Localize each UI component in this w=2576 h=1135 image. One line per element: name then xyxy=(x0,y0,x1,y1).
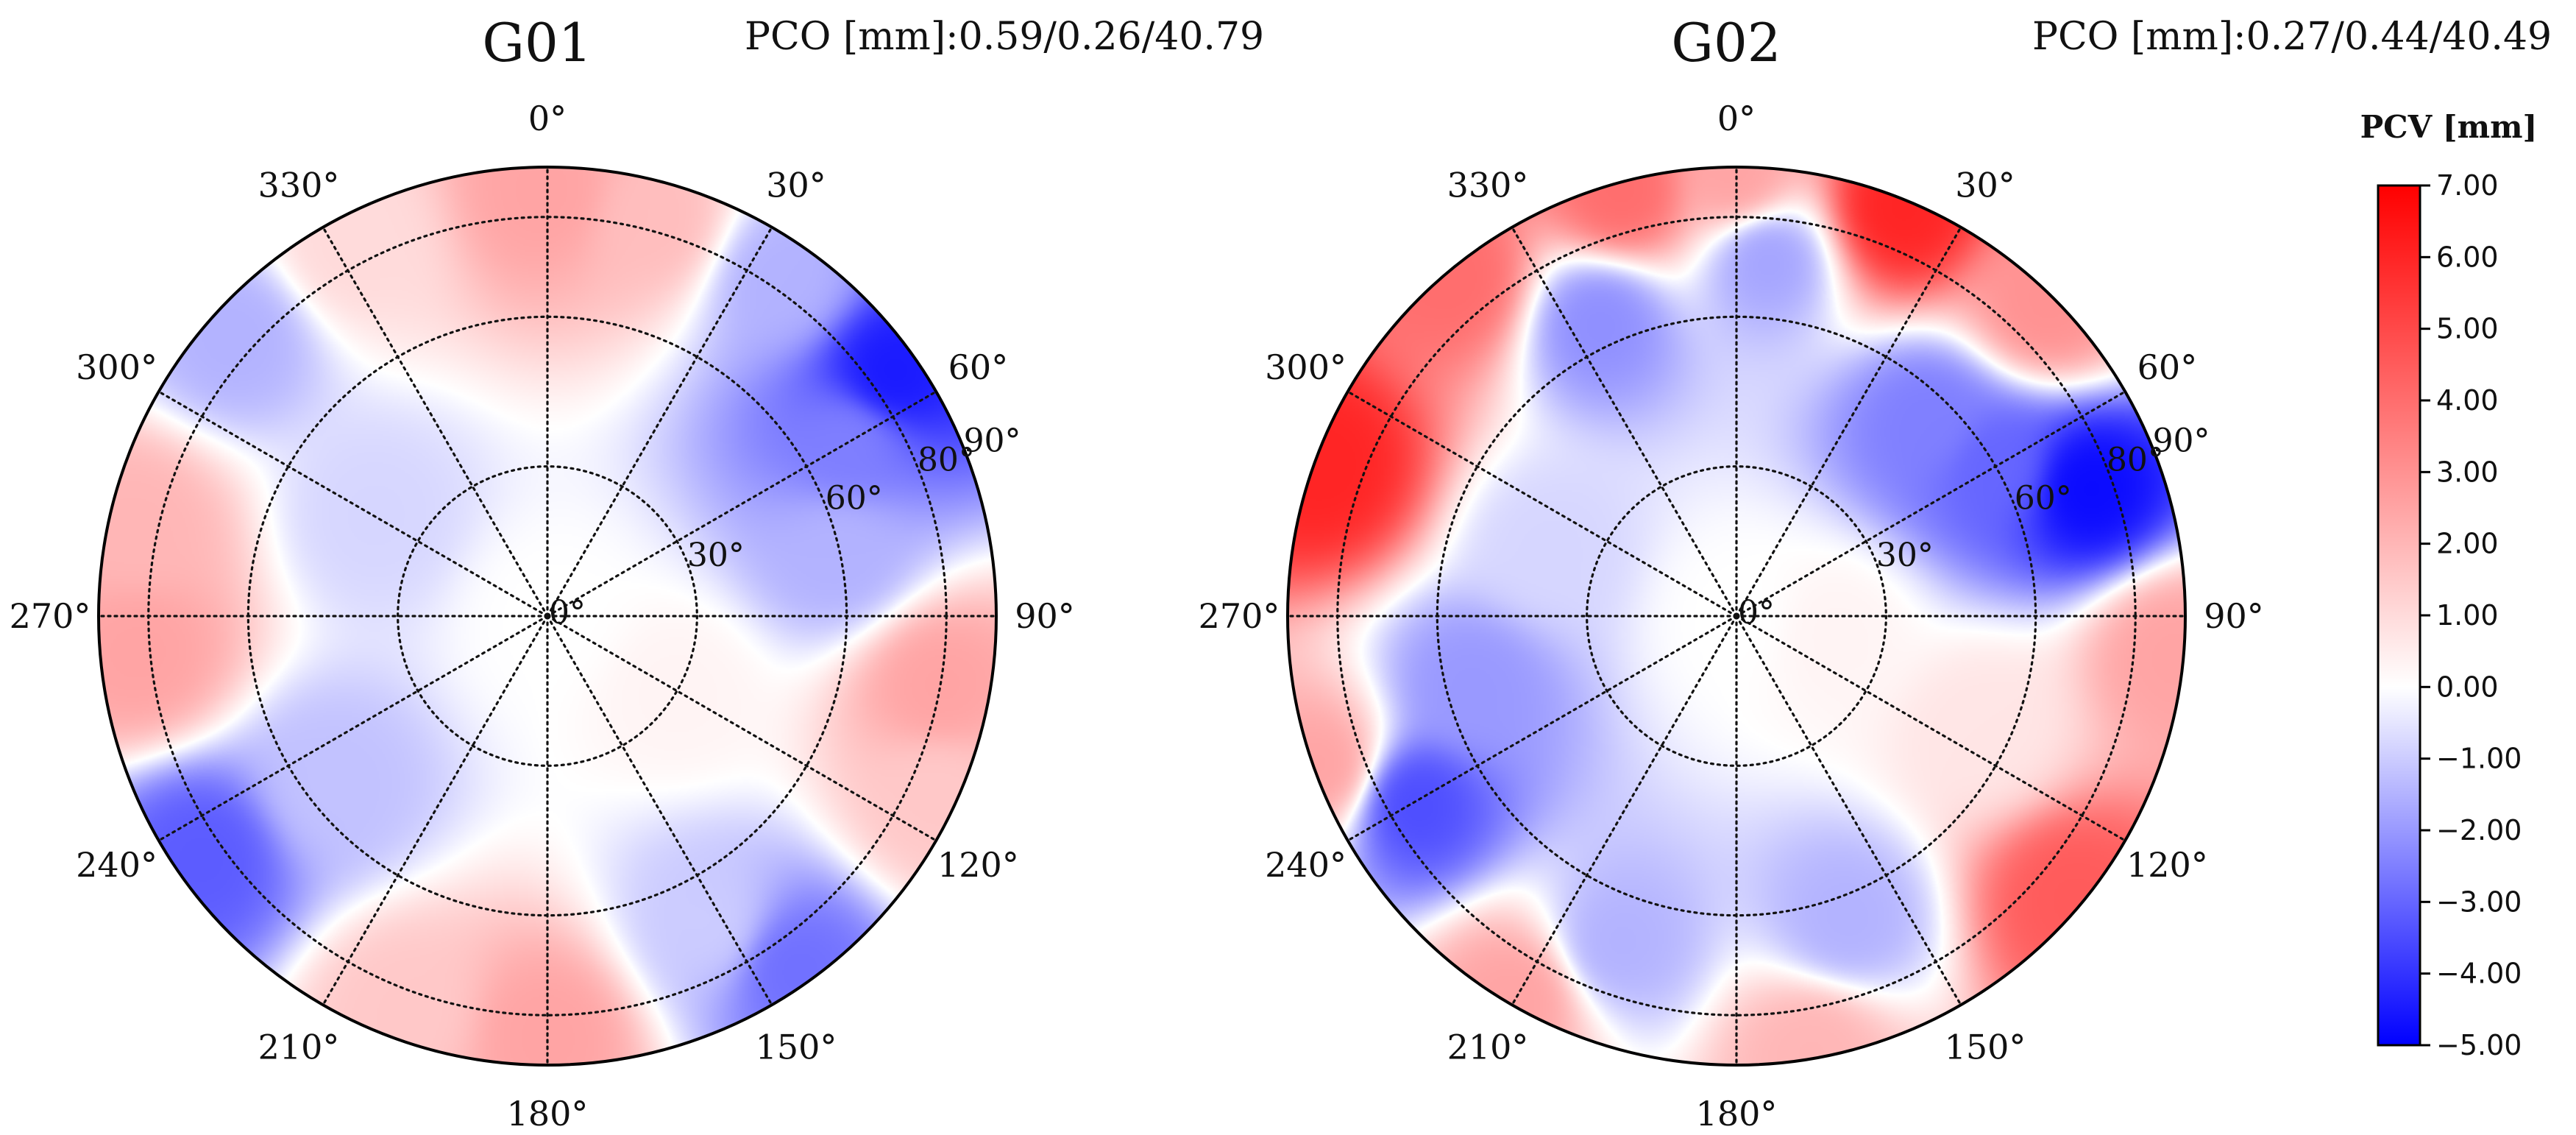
azimuth-label: 270° xyxy=(10,596,91,636)
colorbar-tick-label: 4.00 xyxy=(2436,384,2499,417)
azimuth-spoke xyxy=(1735,615,2126,842)
nadir-label: 60° xyxy=(2015,479,2072,517)
azimuth-spoke xyxy=(546,226,773,618)
azimuth-spoke xyxy=(1735,390,2126,618)
azimuth-spoke xyxy=(546,615,937,842)
colorbar-tick-label: −4.00 xyxy=(2436,958,2522,990)
azimuth-label: 0° xyxy=(528,99,567,138)
colorbar-tick-label: −5.00 xyxy=(2436,1029,2522,1061)
azimuth-spoke xyxy=(1735,226,1962,618)
nadir-label: 80° xyxy=(2107,442,2164,479)
azimuth-label: 90° xyxy=(2204,596,2264,636)
azimuth-labels: 0° 30° 60° 90° 120° 150° 180° 210° 240° 270° 300° 3… xyxy=(10,99,1075,1134)
azimuth-label: 330° xyxy=(1447,166,1529,205)
colorbar-bar xyxy=(2377,184,2421,1047)
azimuth-spoke xyxy=(1346,615,1738,842)
azimuth-label: 0° xyxy=(1717,99,1756,138)
plot-title: G01 xyxy=(482,12,592,74)
azimuth-label: 60° xyxy=(2137,347,2198,387)
polar-grid xyxy=(1286,166,2187,1067)
nadir-label: 30° xyxy=(687,537,745,574)
azimuth-label: 120° xyxy=(2126,845,2208,885)
colorbar-tick-label: 6.00 xyxy=(2436,241,2499,273)
azimuth-label: 180° xyxy=(1696,1094,1778,1134)
colorbar-tick-label: 0.00 xyxy=(2436,671,2499,703)
nadir-ring xyxy=(1586,465,1887,767)
pco-annotation: PCO [mm]:0.27/0.44/40.49 xyxy=(2032,15,2552,59)
nadir-label: 80° xyxy=(918,442,975,479)
azimuth-label: 330° xyxy=(258,166,340,205)
colorbar-ticks: 7.00 6.00 5.00 4.00 3.00 2.00 1.00 0.00 −1.00 −2.… xyxy=(2420,169,2522,1061)
polar-grid xyxy=(97,166,998,1067)
nadir-labels: 0° 30° 60° 80°90° xyxy=(549,422,1021,632)
azimuth-label: 90° xyxy=(1015,596,1075,636)
azimuth-label: 60° xyxy=(948,347,1009,387)
pco-annotation: PCO [mm]:0.59/0.26/40.79 xyxy=(745,15,1264,59)
azimuth-label: 270° xyxy=(1199,596,1280,636)
nadir-label: 0° xyxy=(1738,594,1775,632)
azimuth-spoke xyxy=(1511,226,1738,618)
azimuth-label: 300° xyxy=(1265,347,1346,387)
azimuth-label: 120° xyxy=(937,845,1019,885)
azimuth-label: 150° xyxy=(756,1027,837,1067)
nadir-label: 60° xyxy=(826,479,883,517)
azimuth-spoke xyxy=(157,390,549,618)
colorbar-tick-label: 5.00 xyxy=(2436,313,2499,345)
azimuth-spoke xyxy=(322,226,549,618)
azimuth-label: 240° xyxy=(1265,845,1346,885)
azimuth-spoke xyxy=(1735,615,1962,1006)
azimuth-spoke xyxy=(157,615,549,842)
azimuth-label: 30° xyxy=(766,166,826,205)
colorbar-tick-label: −1.00 xyxy=(2436,743,2522,775)
nadir-label: 90° xyxy=(2153,422,2210,460)
azimuth-spoke xyxy=(1346,390,1738,618)
azimuth-spoke xyxy=(322,615,549,1006)
azimuth-label: 300° xyxy=(76,347,157,387)
polar-plot-g02: G02 PCO [mm]:0.27/0.44/40.49 0° 30° 60° 90°… xyxy=(1199,12,2552,1134)
azimuth-label: 150° xyxy=(1945,1027,2026,1067)
colorbar-tick-label: 3.00 xyxy=(2436,456,2499,488)
nadir-label: 90° xyxy=(964,422,1021,460)
azimuth-label: 30° xyxy=(1955,166,2015,205)
nadir-label: 30° xyxy=(1876,537,1934,574)
plot-title: G02 xyxy=(1671,12,1781,74)
azimuth-spoke xyxy=(546,615,773,1006)
colorbar-tick-label: 7.00 xyxy=(2436,169,2499,202)
colorbar-tick-label: −3.00 xyxy=(2436,885,2522,918)
azimuth-label: 210° xyxy=(258,1027,340,1067)
colorbar-label: PCV [mm] xyxy=(2360,109,2538,145)
azimuth-label: 240° xyxy=(76,845,157,885)
plot-outline xyxy=(1286,166,2187,1067)
plot-outline xyxy=(97,166,998,1067)
nadir-labels: 0° 30° 60° 80°90° xyxy=(1738,422,2210,632)
azimuth-label: 180° xyxy=(507,1094,589,1134)
azimuth-spoke xyxy=(546,390,937,618)
nadir-ring xyxy=(397,465,698,767)
colorbar-tick-label: −2.00 xyxy=(2436,814,2522,846)
nadir-label: 0° xyxy=(549,594,586,632)
polar-plot-g01: G01 PCO [mm]:0.59/0.26/40.79 0° 30° 60° 90°… xyxy=(10,12,1265,1134)
azimuth-label: 210° xyxy=(1447,1027,1529,1067)
colorbar-tick-label: 2.00 xyxy=(2436,528,2499,560)
azimuth-labels: 0° 30° 60° 90° 120° 150° 180° 210° 240° 270° 300° 3… xyxy=(1199,99,2264,1134)
azimuth-spoke xyxy=(1511,615,1738,1006)
colorbar-tick-label: 1.00 xyxy=(2436,599,2499,632)
colorbar: PCV [mm] 7.00 6.00 5.00 4.00 3.00 2.00 1.00 0.0… xyxy=(2360,109,2538,1061)
